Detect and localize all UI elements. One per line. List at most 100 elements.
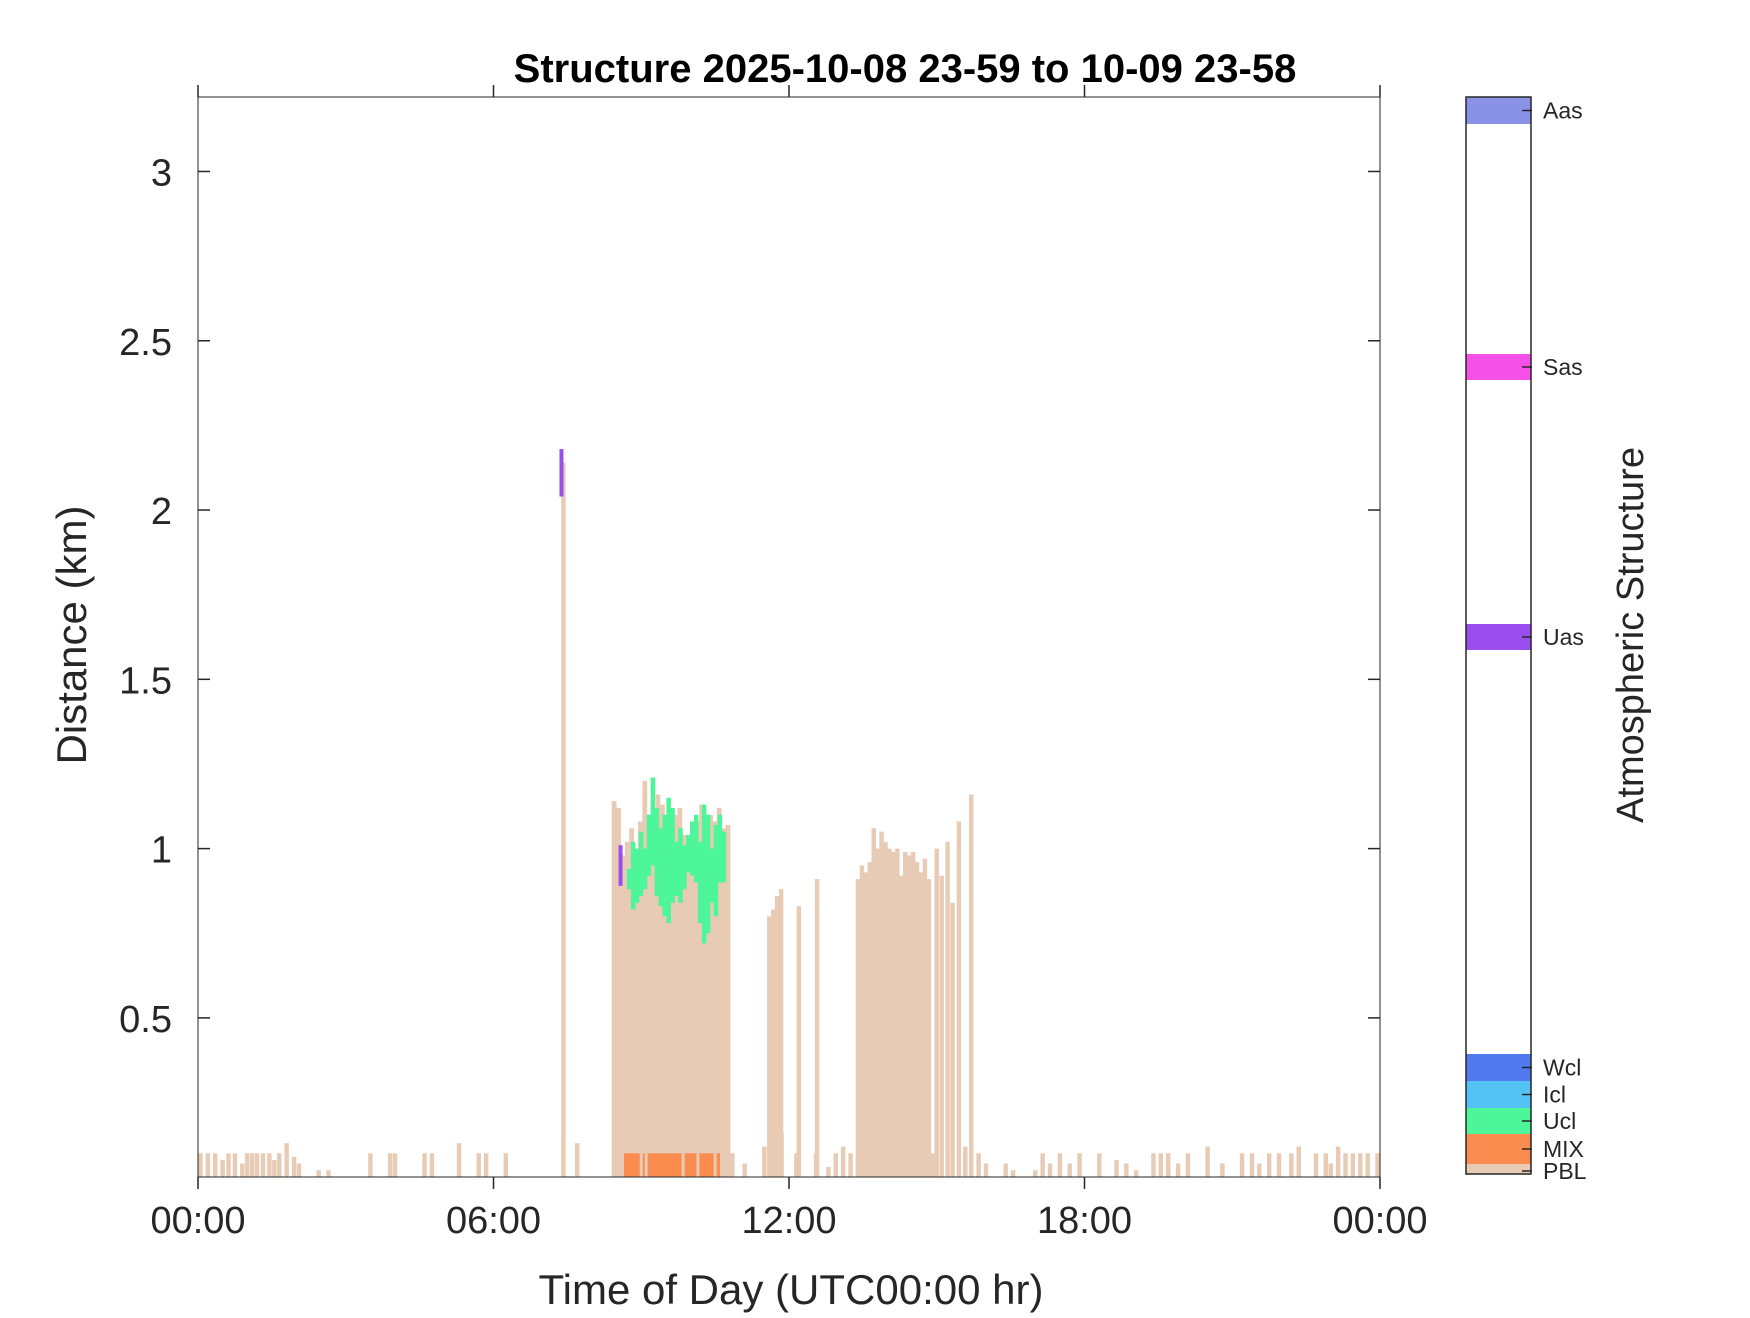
ucl-cloud [686, 835, 691, 873]
pbl-column [956, 821, 962, 1177]
pbl-column [316, 1170, 321, 1177]
colorbar-swatch [1466, 1134, 1531, 1164]
pbl-column [456, 1143, 462, 1177]
pbl-column [848, 1153, 853, 1177]
pbl-column [794, 1153, 799, 1177]
pbl-column [767, 916, 772, 1177]
ucl-cloud [666, 797, 671, 924]
y-tick-label: 1 [151, 830, 172, 872]
ucl-cloud [630, 841, 636, 910]
uas-mark [559, 449, 564, 497]
pbl-column [1175, 1163, 1181, 1177]
ucl-cloud [626, 868, 632, 890]
colorbar-swatch [1466, 1054, 1531, 1081]
pbl-column [930, 1153, 936, 1177]
pbl-column [296, 1163, 302, 1177]
pbl-column [883, 841, 888, 1177]
pbl-column [833, 1153, 839, 1177]
pbl-column [575, 1143, 580, 1177]
pbl-column [1375, 1153, 1380, 1177]
pbl-column [1323, 1153, 1329, 1177]
pbl-column [826, 1166, 831, 1177]
ucl-cloud [634, 848, 640, 903]
mix-gap [644, 1153, 648, 1177]
pbl-column [220, 1160, 225, 1177]
ucl-cloud [646, 814, 652, 876]
pbl-column [778, 889, 784, 1177]
pbl-column [1313, 1153, 1319, 1177]
pbl-block-column [699, 804, 705, 1177]
pbl-column [1350, 1153, 1356, 1177]
pbl-column [267, 1153, 272, 1177]
x-axis-label: Time of Day (UTC00:00 hr) [539, 1266, 1044, 1313]
mix-gap [681, 1153, 685, 1177]
pbl-column [814, 879, 820, 1177]
pbl-column [1057, 1153, 1063, 1177]
pbl-column [422, 1153, 427, 1177]
pbl-column [742, 1163, 747, 1177]
pbl-column [260, 1153, 266, 1177]
ucl-cloud [705, 814, 711, 934]
pbl-column [1257, 1163, 1262, 1177]
ucl-cloud [638, 831, 644, 896]
colorbar-swatch [1466, 1108, 1531, 1134]
y-axis-label: Distance (km) [48, 505, 95, 764]
pbl-column [1124, 1163, 1129, 1177]
ucl-cloud [690, 821, 695, 876]
pbl-block-column [659, 804, 665, 1177]
pbl-column [1067, 1163, 1072, 1177]
pbl-block-column [611, 801, 617, 1177]
pbl-block-column [655, 794, 661, 1177]
pbl-column [899, 875, 904, 1177]
pbl-block-column [646, 814, 652, 1177]
pbl-column [272, 1160, 277, 1177]
ucl-cloud [713, 824, 719, 917]
pbl-block-column [677, 807, 683, 1177]
pbl-column [245, 1153, 250, 1177]
pbl-block-column [624, 841, 630, 1177]
pbl-block-column [690, 828, 696, 1177]
pbl-column [1365, 1153, 1370, 1177]
pbl-column [291, 1156, 297, 1177]
pbl-column [429, 1153, 435, 1177]
pbl-column [906, 855, 912, 1177]
pbl-column [895, 848, 900, 1177]
plot-marks [198, 449, 1380, 1177]
pbl-column [1296, 1146, 1301, 1177]
pbl-column [840, 1146, 846, 1177]
pbl-column [871, 828, 876, 1177]
pbl-column [483, 1153, 489, 1177]
pbl-block-column [633, 848, 639, 1177]
pbl-column [1114, 1160, 1119, 1177]
pbl-block-column [703, 821, 709, 1177]
pbl-column [867, 862, 872, 1177]
pbl-column [1335, 1146, 1341, 1177]
ucl-cloud [650, 777, 656, 866]
pbl-column [926, 879, 932, 1177]
pbl-column [1220, 1163, 1225, 1177]
pbl-column [939, 875, 944, 1177]
pbl-column [254, 1153, 260, 1177]
pbl-column [392, 1153, 398, 1177]
pbl-column [914, 862, 920, 1177]
colorbar-label: Atmospheric Structure [1610, 447, 1652, 823]
pbl-block-column [716, 807, 722, 1177]
colorbar-swatch [1466, 354, 1531, 380]
pbl-block-column [721, 828, 727, 1177]
ucl-cloud [670, 807, 675, 903]
pbl-column [249, 1153, 255, 1177]
pbl-column [976, 1153, 981, 1177]
y-tick-label: 2.5 [119, 322, 172, 364]
pbl-column [1289, 1153, 1294, 1177]
x-tick-label: 12:00 [741, 1200, 836, 1242]
colorbar-swatch [1466, 97, 1531, 124]
pbl-column [855, 879, 861, 1177]
pbl-column [950, 902, 955, 1177]
colorbar-swatch [1466, 1164, 1531, 1174]
pbl-column [1249, 1153, 1255, 1177]
ucl-cloud [721, 831, 727, 883]
pbl-column [1033, 1170, 1038, 1177]
